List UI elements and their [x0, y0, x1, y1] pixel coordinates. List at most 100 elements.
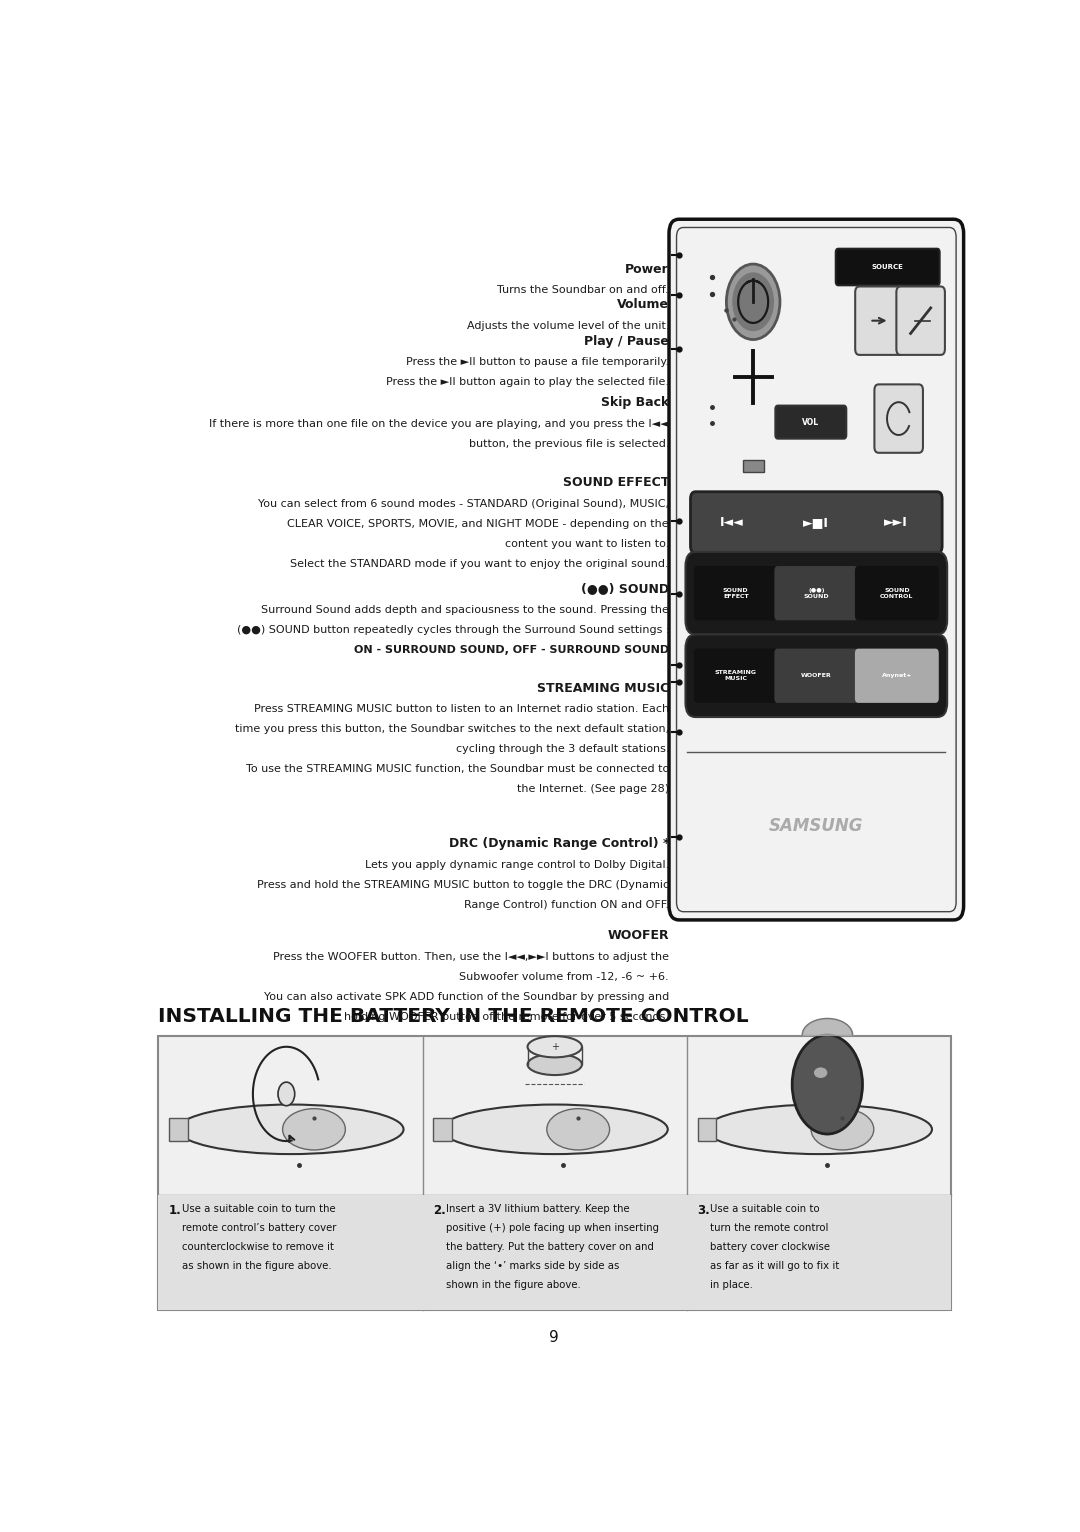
Text: Skip Back: Skip Back — [600, 397, 669, 409]
Text: You can also activate SPK ADD function of the Soundbar by pressing and: You can also activate SPK ADD function o… — [264, 991, 669, 1002]
FancyBboxPatch shape — [686, 634, 947, 717]
Text: the Internet. (See page 28): the Internet. (See page 28) — [517, 784, 669, 794]
Text: WOOFER: WOOFER — [607, 930, 669, 942]
Text: Press the ►II button to pause a file temporarily.: Press the ►II button to pause a file tem… — [406, 357, 669, 368]
Text: as far as it will go to fix it: as far as it will go to fix it — [711, 1261, 839, 1272]
FancyBboxPatch shape — [774, 648, 859, 703]
Circle shape — [793, 1036, 863, 1134]
Text: holding WOOFER button of the remote for over 5 seconds.: holding WOOFER button of the remote for … — [345, 1013, 669, 1022]
Text: DRC (Dynamic Range Control) *: DRC (Dynamic Range Control) * — [448, 838, 669, 850]
Text: ►►I: ►►I — [885, 516, 908, 529]
Text: VOL: VOL — [802, 418, 820, 426]
Text: Surround Sound adds depth and spaciousness to the sound. Pressing the: Surround Sound adds depth and spaciousne… — [261, 605, 669, 614]
Text: If there is more than one file on the device you are playing, and you press the : If there is more than one file on the de… — [210, 418, 669, 429]
Ellipse shape — [706, 1105, 932, 1154]
Bar — [698, 1117, 716, 1141]
Ellipse shape — [177, 1105, 404, 1154]
Text: Insert a 3V lithium battery. Keep the: Insert a 3V lithium battery. Keep the — [446, 1204, 630, 1215]
Text: SOUND
CONTROL: SOUND CONTROL — [880, 588, 914, 599]
Text: Press and hold the STREAMING MUSIC button to toggle the DRC (Dynamic: Press and hold the STREAMING MUSIC butto… — [257, 879, 669, 890]
Bar — [159, 1195, 951, 1310]
Text: ON - SURROUND SOUND, OFF - SURROUND SOUND: ON - SURROUND SOUND, OFF - SURROUND SOUN… — [354, 645, 669, 656]
Text: STREAMING MUSIC: STREAMING MUSIC — [537, 682, 669, 694]
Text: remote control’s battery cover: remote control’s battery cover — [181, 1223, 336, 1233]
FancyBboxPatch shape — [690, 492, 942, 553]
Text: +: + — [551, 1042, 558, 1052]
Text: 1.: 1. — [168, 1204, 181, 1218]
Text: align the ‘•’ marks side by side as: align the ‘•’ marks side by side as — [446, 1261, 620, 1272]
Text: Select the STANDARD mode if you want to enjoy the original sound.: Select the STANDARD mode if you want to … — [291, 559, 669, 568]
Ellipse shape — [814, 1068, 827, 1079]
Text: (●●) SOUND: (●●) SOUND — [581, 582, 669, 596]
Text: cycling through the 3 default stations.: cycling through the 3 default stations. — [456, 745, 669, 754]
Text: WOOFER: WOOFER — [801, 673, 832, 679]
Text: content you want to listen to.: content you want to listen to. — [504, 539, 669, 548]
Bar — [433, 1117, 451, 1141]
Text: positive (+) pole facing up when inserting: positive (+) pole facing up when inserti… — [446, 1223, 659, 1233]
Text: Press the WOOFER button. Then, use the I◄◄,►►I buttons to adjust the: Press the WOOFER button. Then, use the I… — [273, 951, 669, 962]
Ellipse shape — [442, 1105, 667, 1154]
FancyBboxPatch shape — [896, 286, 945, 355]
FancyBboxPatch shape — [855, 648, 939, 703]
Text: SOUND EFFECT: SOUND EFFECT — [563, 476, 669, 489]
Circle shape — [727, 264, 780, 340]
Text: battery cover clockwise: battery cover clockwise — [711, 1242, 831, 1252]
Text: Turns the Soundbar on and off.: Turns the Soundbar on and off. — [498, 285, 669, 296]
Bar — [159, 1036, 951, 1310]
FancyBboxPatch shape — [775, 406, 847, 438]
Text: Play / Pause: Play / Pause — [584, 336, 669, 348]
Bar — [170, 1117, 188, 1141]
Text: 9: 9 — [549, 1330, 558, 1345]
Text: STREAMING
MUSIC: STREAMING MUSIC — [715, 671, 757, 682]
Text: Power: Power — [625, 264, 669, 276]
Text: INSTALLING THE BATTERY IN THE REMOTE CONTROL: INSTALLING THE BATTERY IN THE REMOTE CON… — [159, 1007, 750, 1026]
FancyBboxPatch shape — [669, 219, 963, 919]
Text: (●●) SOUND button repeatedly cycles through the Surround Sound settings :: (●●) SOUND button repeatedly cycles thro… — [237, 625, 669, 636]
Text: button, the previous file is selected.: button, the previous file is selected. — [469, 438, 669, 449]
Text: Lets you apply dynamic range control to Dolby Digital.: Lets you apply dynamic range control to … — [365, 859, 669, 870]
Text: To use the STREAMING MUSIC function, the Soundbar must be connected to: To use the STREAMING MUSIC function, the… — [246, 764, 669, 774]
Text: time you press this button, the Soundbar switches to the next default station,: time you press this button, the Soundbar… — [234, 725, 669, 734]
Text: 3.: 3. — [697, 1204, 710, 1218]
Text: Subwoofer volume from -12, -6 ~ +6.: Subwoofer volume from -12, -6 ~ +6. — [459, 971, 669, 982]
Text: You can select from 6 sound modes - STANDARD (Original Sound), MUSIC,: You can select from 6 sound modes - STAN… — [258, 499, 669, 509]
Text: Press the ►II button again to play the selected file.: Press the ►II button again to play the s… — [386, 377, 669, 388]
Text: Use a suitable coin to turn the: Use a suitable coin to turn the — [181, 1204, 336, 1215]
Text: Press STREAMING MUSIC button to listen to an Internet radio station. Each: Press STREAMING MUSIC button to listen t… — [254, 705, 669, 714]
Ellipse shape — [527, 1036, 582, 1057]
Ellipse shape — [283, 1109, 346, 1151]
Text: SOUND
EFFECT: SOUND EFFECT — [723, 588, 748, 599]
Text: I◄◄: I◄◄ — [720, 516, 744, 529]
Text: Range Control) function ON and OFF.: Range Control) function ON and OFF. — [464, 899, 669, 910]
Text: (●●)
SOUND: (●●) SOUND — [804, 588, 829, 599]
Text: counterclockwise to remove it: counterclockwise to remove it — [181, 1242, 334, 1252]
FancyBboxPatch shape — [836, 248, 940, 285]
FancyBboxPatch shape — [855, 565, 939, 620]
Text: CLEAR VOICE, SPORTS, MOVIE, and NIGHT MODE - depending on the: CLEAR VOICE, SPORTS, MOVIE, and NIGHT MO… — [287, 519, 669, 529]
Text: Adjusts the volume level of the unit.: Adjusts the volume level of the unit. — [467, 320, 669, 331]
Text: in place.: in place. — [711, 1279, 753, 1290]
FancyBboxPatch shape — [875, 385, 923, 453]
FancyBboxPatch shape — [693, 565, 778, 620]
Text: shown in the figure above.: shown in the figure above. — [446, 1279, 581, 1290]
Text: the battery. Put the battery cover on and: the battery. Put the battery cover on an… — [446, 1242, 654, 1252]
Text: as shown in the figure above.: as shown in the figure above. — [181, 1261, 332, 1272]
Ellipse shape — [811, 1109, 874, 1151]
Text: 2.: 2. — [433, 1204, 445, 1218]
FancyBboxPatch shape — [686, 552, 947, 634]
Text: Volume: Volume — [617, 299, 669, 311]
Circle shape — [732, 273, 774, 331]
Ellipse shape — [527, 1054, 582, 1075]
Ellipse shape — [546, 1109, 609, 1151]
Circle shape — [278, 1082, 295, 1106]
Text: SOURCE: SOURCE — [872, 264, 904, 270]
Text: ►■I: ►■I — [804, 516, 829, 529]
Text: SAMSUNG: SAMSUNG — [769, 817, 864, 835]
Text: turn the remote control: turn the remote control — [711, 1223, 828, 1233]
Bar — [743, 460, 764, 472]
Text: Use a suitable coin to: Use a suitable coin to — [711, 1204, 820, 1215]
FancyBboxPatch shape — [774, 565, 859, 620]
FancyBboxPatch shape — [855, 286, 904, 355]
FancyBboxPatch shape — [693, 648, 778, 703]
Text: Anynet+: Anynet+ — [881, 673, 913, 679]
